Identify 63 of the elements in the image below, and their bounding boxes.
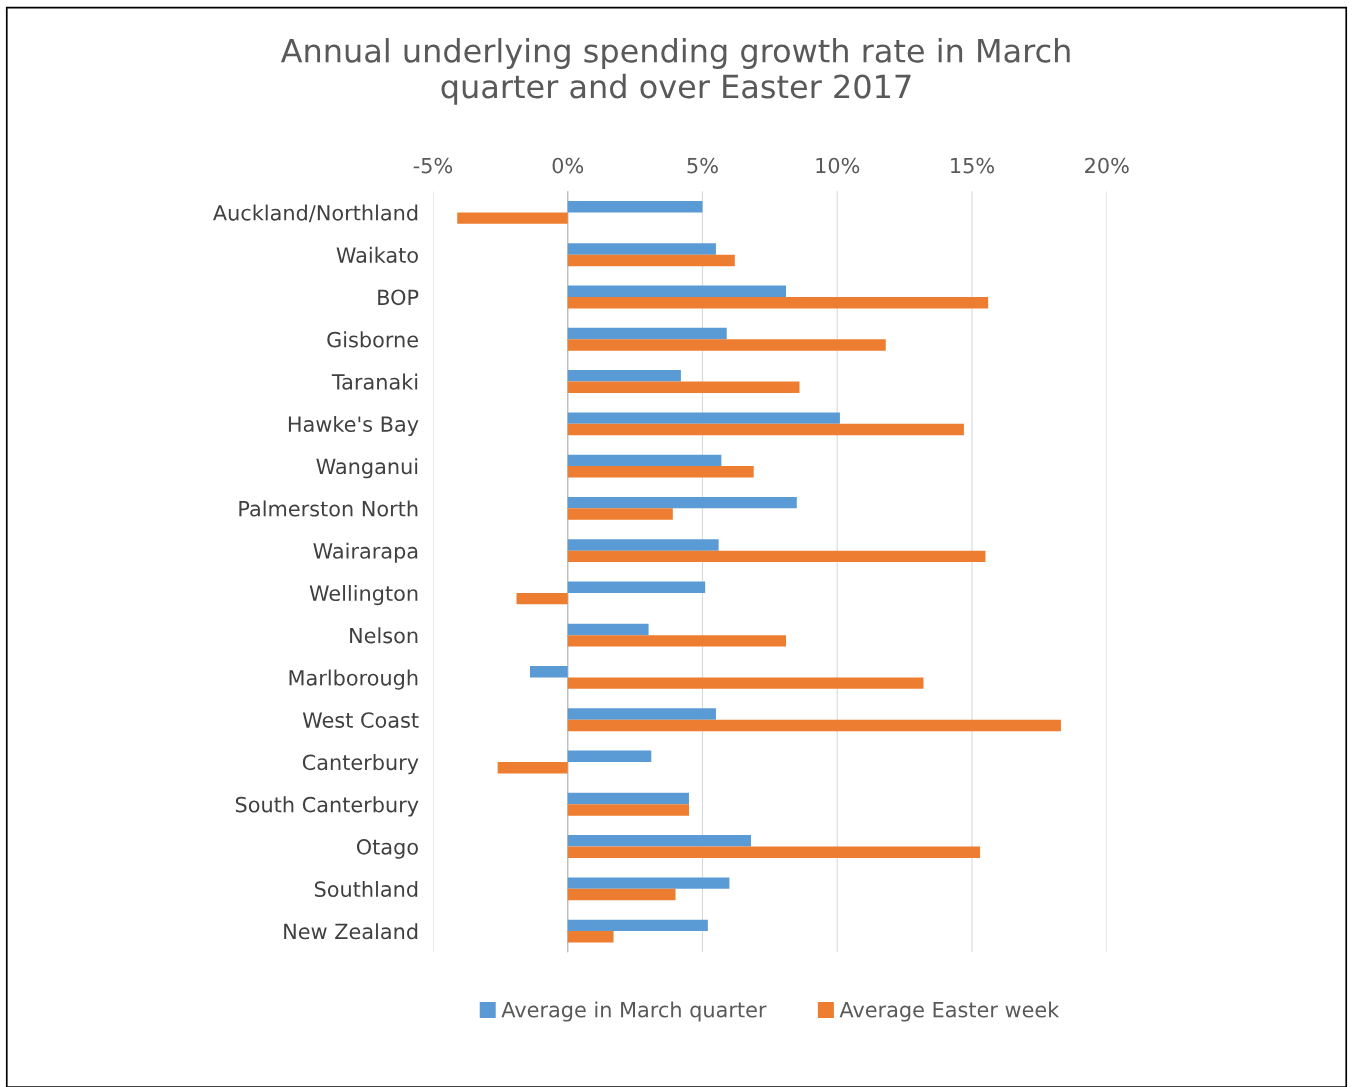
bar xyxy=(567,381,800,393)
bar xyxy=(567,243,716,255)
bar xyxy=(567,792,689,805)
bar xyxy=(567,201,703,213)
bar xyxy=(567,719,1061,732)
bar xyxy=(567,635,787,647)
bar xyxy=(567,888,676,901)
bar xyxy=(567,370,681,382)
bar xyxy=(567,296,989,309)
y-tick-label: South Canterbury xyxy=(235,796,419,817)
x-tick-label: 5% xyxy=(687,157,718,174)
bar xyxy=(567,254,735,267)
y-tick-label: BOP xyxy=(378,289,419,306)
bar xyxy=(567,339,886,351)
y-tick-label: Canterbury xyxy=(302,754,419,775)
bar xyxy=(567,412,840,424)
bar xyxy=(516,592,568,605)
y-tick-label: Palmerston North xyxy=(239,500,418,517)
bar xyxy=(567,285,787,297)
bar xyxy=(567,508,673,520)
chart-title: Annual underlying spending growth rate in March quarter and over Easter 2017 xyxy=(280,38,1070,105)
y-tick-label: Gisborne xyxy=(327,331,418,348)
y-tick-label: Nelson xyxy=(350,627,418,644)
x-tick-label: 0% xyxy=(552,157,584,174)
bar xyxy=(567,835,751,847)
y-tick-label: Waikato xyxy=(336,246,418,263)
bar xyxy=(567,623,649,636)
y-tick-label: Marlborough xyxy=(289,669,418,690)
bar xyxy=(567,931,614,943)
bar xyxy=(567,454,722,467)
y-tick-label: Otago xyxy=(356,838,418,859)
bar xyxy=(567,677,924,689)
bar xyxy=(567,496,797,509)
y-tick-label: Wanganui xyxy=(316,458,418,479)
y-tick-label: Hawke's Bay xyxy=(288,415,419,437)
y-tick-label: Wairarapa xyxy=(313,542,418,563)
y-tick-label: Taranaki xyxy=(331,373,418,390)
bar xyxy=(497,761,568,774)
bar xyxy=(567,750,652,762)
legend-label: Average in March quarter xyxy=(501,1001,767,1022)
y-tick-label: West Coast xyxy=(302,712,419,728)
bar xyxy=(567,877,730,889)
bar xyxy=(567,327,727,340)
y-tick-label: Southland xyxy=(314,880,418,898)
x-tick-label: -5% xyxy=(413,157,453,174)
bar xyxy=(567,846,981,858)
bar xyxy=(457,212,568,224)
bar xyxy=(567,804,689,816)
bar xyxy=(529,666,568,678)
legend-label: Average Easter week xyxy=(839,1001,1060,1022)
bar xyxy=(567,708,716,720)
y-tick-label: Wellington xyxy=(309,584,418,606)
y-tick-label: New Zealand xyxy=(284,923,418,940)
bar xyxy=(567,581,706,593)
bar xyxy=(567,550,986,563)
bar xyxy=(567,919,708,932)
bar xyxy=(567,423,964,436)
y-tick-label: Auckland/Northland xyxy=(213,204,418,223)
x-tick-label: 20% xyxy=(1085,157,1129,174)
bar xyxy=(567,539,719,551)
x-tick-label: 15% xyxy=(951,157,994,174)
x-tick-label: 10% xyxy=(816,157,860,174)
bar xyxy=(567,466,754,478)
